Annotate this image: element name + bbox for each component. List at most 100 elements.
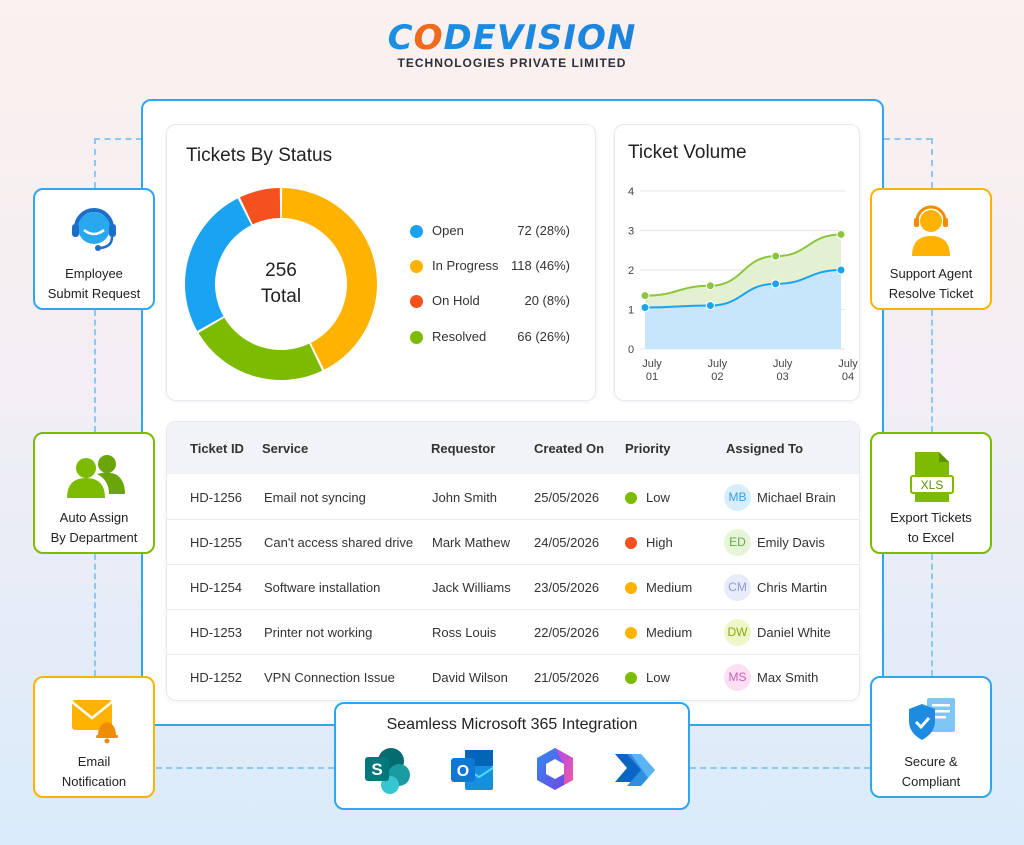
header-created-on[interactable]: Created On <box>534 441 605 456</box>
series-line <box>644 269 842 309</box>
header-ticket-id[interactable]: Ticket ID <box>190 441 244 456</box>
table-row[interactable]: HD-1254 Software installation Jack Willi… <box>167 565 859 610</box>
mail-bell-icon <box>71 700 118 744</box>
sharepoint-letter: S <box>371 760 382 779</box>
feature-auto-assign: Auto Assign By Department <box>33 432 155 554</box>
cell-service: Can't access shared drive <box>264 535 414 550</box>
x-tick-label: July <box>708 358 728 370</box>
y-tick-label: 3 <box>628 226 634 238</box>
shield-document-icon <box>909 698 955 740</box>
y-tick-label: 0 <box>628 344 634 356</box>
donut-center-label: 256 Total <box>231 258 331 310</box>
avatar: MS <box>724 664 751 691</box>
cell-assigned-to: Emily Davis <box>757 535 825 550</box>
connector-line <box>94 554 96 676</box>
connector-line <box>156 767 334 769</box>
feature-line: Auto Assign <box>59 510 129 525</box>
cell-ticket-id: HD-1254 <box>190 580 243 595</box>
feature-label: Employee Submit Request <box>35 264 153 304</box>
cell-service: Email not syncing <box>264 490 366 505</box>
data-point <box>771 279 781 289</box>
xls-file-label: XLS <box>921 478 944 492</box>
feature-line: Notification <box>61 774 127 789</box>
donut-total-number: 256 <box>265 260 297 281</box>
outlook-letter: O <box>457 763 469 780</box>
cell-assigned-to: Michael Brain <box>757 490 836 505</box>
support-agent-icon <box>912 205 950 256</box>
cell-created-on: 25/05/2026 <box>534 490 600 505</box>
legend-item-resolved[interactable]: Resolved 66 (26%) <box>410 328 580 348</box>
legend-item-on-hold[interactable]: On Hold 20 (8%) <box>410 292 580 312</box>
connector-line <box>931 310 933 432</box>
cell-priority: Low <box>646 670 670 685</box>
avatar: ED <box>724 529 751 556</box>
x-tick-label: 01 <box>646 371 658 383</box>
x-tick-label: 02 <box>711 371 723 383</box>
connector-line <box>931 554 933 676</box>
header-requestor[interactable]: Requestor <box>431 441 496 456</box>
feature-support-agent: Support Agent Resolve Ticket <box>870 188 992 310</box>
cell-assigned-to: Max Smith <box>757 670 819 685</box>
cell-assigned-to: Chris Martin <box>757 580 828 595</box>
tickets-table: Ticket ID Service Requestor Created On P… <box>166 421 860 701</box>
header-assigned-to[interactable]: Assigned To <box>726 441 804 456</box>
donut-slice-resolved[interactable] <box>198 317 323 380</box>
legend-dot <box>410 225 423 238</box>
logo-subtitle: TECHNOLOGIES PRIVATE LIMITED <box>397 56 627 70</box>
table-row[interactable]: HD-1252 VPN Connection Issue David Wilso… <box>167 655 859 700</box>
cell-assigned-to: Daniel White <box>757 625 831 640</box>
cell-priority: High <box>646 535 673 550</box>
data-point <box>640 291 650 301</box>
cell-requestor: Ross Louis <box>432 625 497 640</box>
legend-item-open[interactable]: Open 72 (28%) <box>410 222 580 242</box>
cell-ticket-id: HD-1256 <box>190 490 243 505</box>
feature-export-excel: XLS Export Tickets to Excel <box>870 432 992 554</box>
priority-dot <box>625 582 637 594</box>
feature-line: Resolve Ticket <box>888 286 974 301</box>
data-point <box>771 251 781 261</box>
power-automate-icon[interactable] <box>609 744 661 796</box>
feature-line: Email <box>77 754 111 769</box>
integration-title: Seamless Microsoft 365 Integration <box>386 716 638 733</box>
cell-created-on: 23/05/2026 <box>534 580 600 595</box>
series-area <box>645 270 841 349</box>
priority-dot <box>625 537 637 549</box>
copilot-icon[interactable] <box>529 744 581 796</box>
connector-line <box>931 138 933 188</box>
feature-label: Email Notification <box>35 752 153 792</box>
feature-label: Support Agent Resolve Ticket <box>872 264 990 304</box>
header-service[interactable]: Service <box>262 441 309 456</box>
outlook-icon[interactable]: O <box>447 744 499 796</box>
x-tick-label: July <box>773 358 793 370</box>
table-row[interactable]: HD-1253 Printer not working Ross Louis 2… <box>167 610 859 655</box>
cell-ticket-id: HD-1255 <box>190 535 243 550</box>
legend-value: 66 (26%) <box>517 329 570 344</box>
priority-dot <box>625 492 637 504</box>
cell-service: Printer not working <box>264 625 373 640</box>
legend-item-in-progress[interactable]: In Progress 118 (46%) <box>410 257 580 277</box>
sharepoint-icon[interactable]: S <box>361 744 413 796</box>
legend-value: 20 (8%) <box>524 293 570 308</box>
header-priority[interactable]: Priority <box>625 441 671 456</box>
feature-label: Secure & Compliant <box>872 752 990 792</box>
donut-slice-in-progress[interactable] <box>281 188 377 370</box>
table-row[interactable]: HD-1255 Can't access shared drive Mark M… <box>167 520 859 565</box>
status-donut-chart[interactable] <box>181 184 381 384</box>
feature-line: Export Tickets <box>890 510 972 525</box>
ticket-volume-card: Ticket Volume 0 1 2 3 4 July 01 July 02 July 03 Jul… <box>614 124 860 401</box>
feature-email-notification: Email Notification <box>33 676 155 798</box>
company-logo: CODEVISION TECHNOLOGIES PRIVATE LIMITED <box>0 18 1024 70</box>
feature-line: Compliant <box>901 774 961 789</box>
feature-employee-submit-request: Employee Submit Request <box>33 188 155 310</box>
feature-line: to Excel <box>907 530 955 545</box>
legend-dot <box>410 331 423 344</box>
donut-slice-on-hold[interactable] <box>239 188 281 225</box>
table-row[interactable]: HD-1256 Email not syncing John Smith 25/… <box>167 475 859 520</box>
feature-line: Submit Request <box>47 286 141 301</box>
avatar: CM <box>724 574 751 601</box>
avatar: DW <box>724 619 751 646</box>
donut-slice-open[interactable] <box>184 198 252 331</box>
connector-line <box>884 138 932 140</box>
feature-line: Support Agent <box>889 266 973 281</box>
